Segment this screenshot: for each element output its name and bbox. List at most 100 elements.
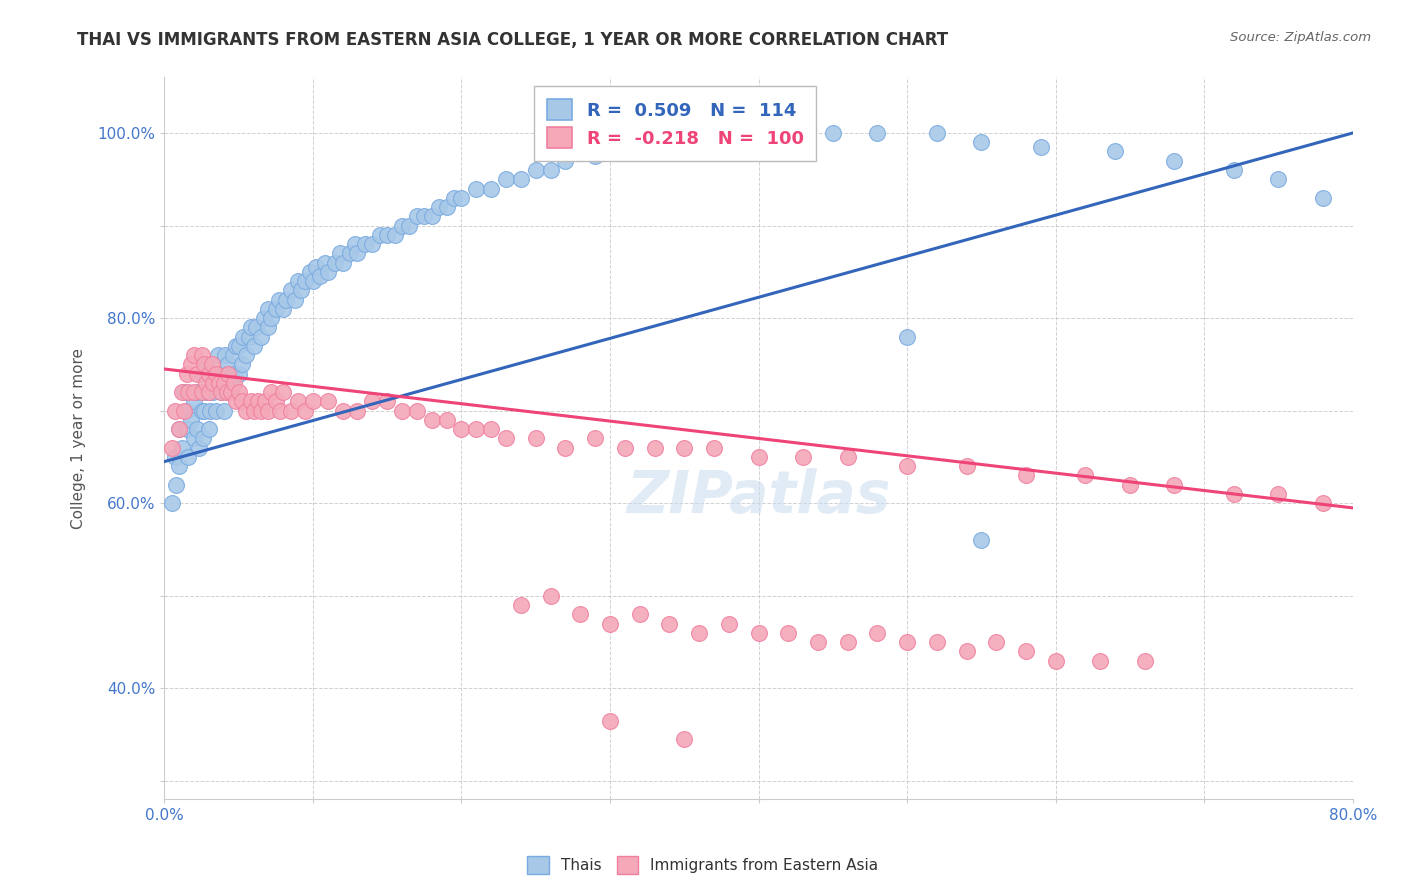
Point bbox=[264, 301, 287, 316]
Point bbox=[955, 644, 977, 658]
Point bbox=[287, 394, 309, 409]
Point bbox=[970, 533, 993, 548]
Point bbox=[406, 403, 429, 417]
Point bbox=[214, 348, 236, 362]
Point bbox=[443, 191, 465, 205]
Point bbox=[260, 311, 283, 326]
Point bbox=[644, 140, 666, 154]
Point bbox=[688, 625, 710, 640]
Point bbox=[186, 385, 208, 400]
Point bbox=[792, 450, 814, 464]
Point bbox=[167, 459, 190, 474]
Point bbox=[239, 394, 262, 409]
Point bbox=[191, 432, 214, 446]
Point bbox=[183, 348, 205, 362]
Point bbox=[163, 450, 186, 464]
Point bbox=[509, 172, 531, 186]
Point bbox=[413, 209, 436, 223]
Point bbox=[242, 403, 264, 417]
Point bbox=[495, 432, 517, 446]
Point bbox=[212, 403, 235, 417]
Point bbox=[269, 403, 291, 417]
Point bbox=[294, 403, 316, 417]
Point bbox=[298, 265, 321, 279]
Point bbox=[673, 441, 696, 455]
Point bbox=[224, 367, 246, 381]
Point bbox=[267, 293, 290, 307]
Point bbox=[465, 181, 488, 195]
Point bbox=[194, 385, 217, 400]
Point bbox=[305, 260, 328, 275]
Point bbox=[194, 358, 217, 372]
Point bbox=[201, 367, 224, 381]
Point bbox=[1133, 654, 1156, 668]
Point bbox=[554, 441, 576, 455]
Point bbox=[232, 329, 254, 343]
Point bbox=[1223, 163, 1246, 178]
Point bbox=[970, 135, 993, 149]
Point bbox=[257, 301, 280, 316]
Point bbox=[287, 274, 309, 288]
Point bbox=[748, 450, 770, 464]
Point bbox=[613, 145, 636, 159]
Point bbox=[172, 385, 194, 400]
Point bbox=[406, 209, 429, 223]
Y-axis label: College, 1 year or more: College, 1 year or more bbox=[72, 348, 86, 529]
Point bbox=[925, 126, 948, 140]
Point bbox=[198, 385, 221, 400]
Point bbox=[316, 265, 339, 279]
Point bbox=[673, 135, 696, 149]
Point bbox=[198, 422, 221, 436]
Point bbox=[465, 422, 488, 436]
Point bbox=[228, 367, 250, 381]
Point bbox=[276, 293, 298, 307]
Point bbox=[450, 191, 472, 205]
Point bbox=[217, 367, 239, 381]
Text: THAI VS IMMIGRANTS FROM EASTERN ASIA COLLEGE, 1 YEAR OR MORE CORRELATION CHART: THAI VS IMMIGRANTS FROM EASTERN ASIA COL… bbox=[77, 31, 949, 49]
Point bbox=[228, 385, 250, 400]
Point bbox=[160, 441, 183, 455]
Point bbox=[599, 714, 621, 728]
Point bbox=[200, 403, 222, 417]
Point bbox=[194, 376, 217, 390]
Point bbox=[209, 385, 232, 400]
Point bbox=[1267, 487, 1289, 501]
Point bbox=[569, 607, 592, 622]
Point bbox=[205, 367, 228, 381]
Point bbox=[202, 376, 225, 390]
Point bbox=[896, 329, 918, 343]
Point bbox=[271, 385, 294, 400]
Point bbox=[260, 385, 283, 400]
Point bbox=[628, 607, 651, 622]
Point bbox=[280, 283, 302, 297]
Point bbox=[208, 376, 231, 390]
Point bbox=[316, 394, 339, 409]
Point bbox=[1045, 654, 1067, 668]
Point bbox=[748, 625, 770, 640]
Point bbox=[361, 394, 384, 409]
Point bbox=[955, 459, 977, 474]
Point bbox=[821, 126, 844, 140]
Point bbox=[186, 422, 208, 436]
Point bbox=[346, 403, 368, 417]
Point bbox=[167, 422, 190, 436]
Point bbox=[391, 219, 413, 233]
Point bbox=[294, 274, 316, 288]
Point bbox=[1312, 191, 1334, 205]
Point bbox=[309, 269, 332, 284]
Point bbox=[190, 385, 212, 400]
Point bbox=[302, 274, 325, 288]
Point bbox=[1015, 468, 1038, 483]
Point bbox=[201, 358, 224, 372]
Point bbox=[183, 394, 205, 409]
Point bbox=[228, 339, 250, 353]
Point bbox=[314, 255, 336, 269]
Point bbox=[837, 635, 859, 649]
Point bbox=[583, 149, 606, 163]
Point bbox=[339, 246, 361, 260]
Text: ZIPatlas: ZIPatlas bbox=[626, 467, 891, 524]
Point bbox=[807, 635, 830, 649]
Point bbox=[186, 367, 208, 381]
Point bbox=[1312, 496, 1334, 510]
Point bbox=[554, 153, 576, 168]
